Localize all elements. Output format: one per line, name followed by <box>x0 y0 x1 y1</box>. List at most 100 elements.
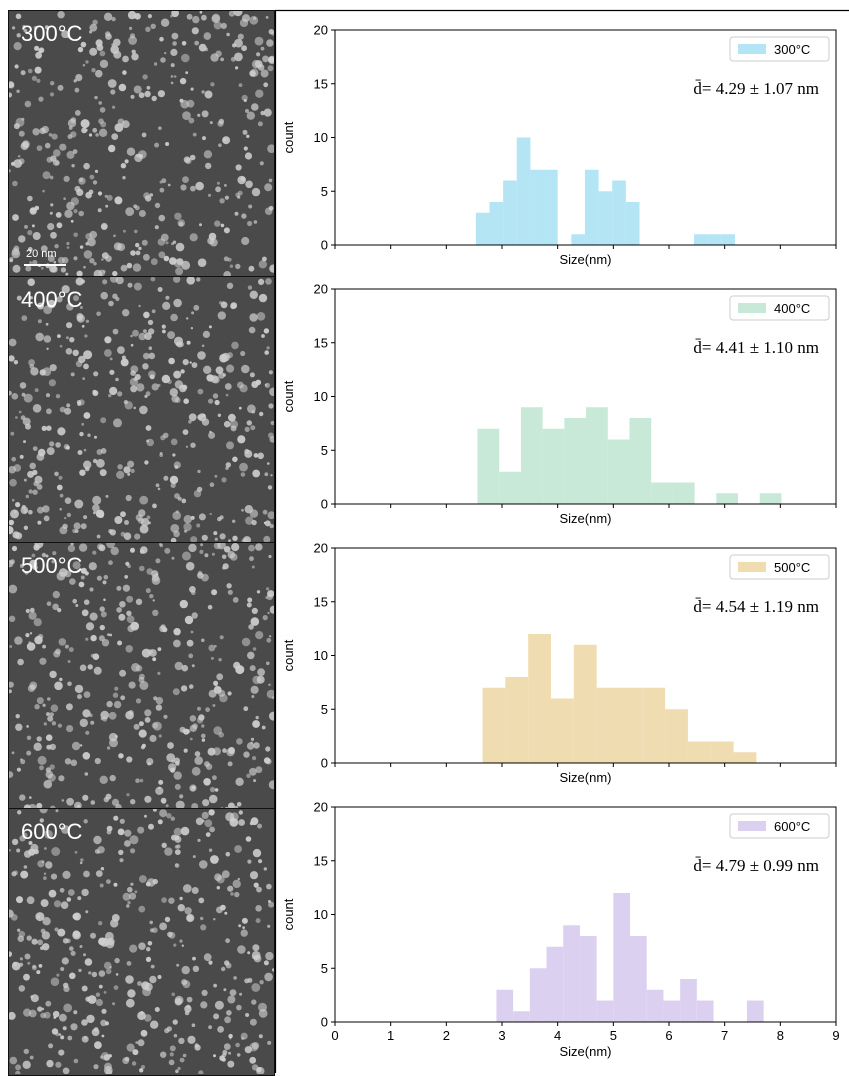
particles <box>9 543 274 809</box>
x-axis-label: Size(nm) <box>559 1044 611 1059</box>
histogram-bar <box>694 234 708 245</box>
histogram-bar <box>759 493 782 504</box>
histogram-bar <box>477 428 500 504</box>
histogram-bar <box>680 979 697 1022</box>
x-tick-label: 0 <box>331 1028 338 1043</box>
y-axis-label: count <box>281 898 296 930</box>
histogram-bar <box>710 741 734 763</box>
legend-label: 400°C <box>774 301 810 316</box>
histogram-bar <box>733 752 757 763</box>
histogram-bar <box>475 212 490 245</box>
histogram-bar <box>499 471 521 504</box>
legend-swatch <box>738 562 766 572</box>
micrograph-600: 600°C <box>8 808 275 1076</box>
histogram-bar <box>503 180 517 245</box>
legend-label: 300°C <box>774 42 810 57</box>
y-tick-label: 0 <box>321 497 328 512</box>
legend-swatch <box>738 303 766 313</box>
histogram-bar <box>596 1000 614 1022</box>
legend-swatch <box>738 44 766 54</box>
histogram-bar <box>607 439 630 504</box>
y-tick-label: 15 <box>314 335 328 350</box>
histogram-bar <box>513 1011 530 1022</box>
y-tick-label: 0 <box>321 1015 328 1030</box>
y-tick-label: 10 <box>314 130 328 145</box>
histogram-bar <box>625 202 640 245</box>
y-tick-label: 5 <box>321 961 328 976</box>
x-tick-label: 9 <box>832 1028 839 1043</box>
micrograph-500: 500°C <box>8 542 275 810</box>
y-tick-label: 5 <box>321 702 328 717</box>
histogram-bar <box>642 687 666 763</box>
histogram-bar <box>612 180 626 245</box>
particle-field <box>9 11 274 277</box>
micrograph-label: 500°C <box>21 553 83 578</box>
x-axis-label: Size(nm) <box>559 770 611 785</box>
histogram-bar <box>550 698 574 763</box>
histogram-bar <box>663 1000 681 1022</box>
histogram-bar <box>529 968 547 1022</box>
histogram-1: 0 5 10 15 20 Size(nm) count 400°C d̄= 4.41 ± 1.1… <box>281 282 837 526</box>
x-tick-label: 6 <box>665 1028 672 1043</box>
y-tick-label: 10 <box>314 907 328 922</box>
histogram-2: 0 5 10 15 20 Size(nm) count 500°C d̄= 4.54 ± 1.1… <box>281 541 837 785</box>
histogram-bar <box>520 407 543 504</box>
particles <box>9 809 274 1074</box>
histogram-bar <box>546 946 564 1022</box>
histogram-bar <box>584 169 599 245</box>
scale-bar-label: 20 nm <box>26 248 57 260</box>
micrograph-label: 600°C <box>21 819 83 844</box>
particle-field <box>9 809 274 1074</box>
particle-field <box>9 277 274 543</box>
histogram-bar <box>598 191 613 245</box>
legend-box <box>729 813 830 839</box>
histogram-bar <box>573 644 597 763</box>
y-tick-label: 0 <box>321 756 328 771</box>
legend-label: 600°C <box>774 819 810 834</box>
histogram-bar <box>646 989 664 1022</box>
y-tick-label: 0 <box>321 238 328 253</box>
histogram-bar <box>596 687 620 763</box>
micrograph-400: 400°C <box>8 276 275 544</box>
legend-box <box>729 36 830 62</box>
histogram-bar <box>542 428 565 504</box>
y-tick-label: 10 <box>314 389 328 404</box>
x-tick-label: 3 <box>498 1028 505 1043</box>
histogram-bar <box>629 418 652 504</box>
legend-box <box>729 554 830 580</box>
y-tick-label: 15 <box>314 853 328 868</box>
x-axis-label: Size(nm) <box>559 511 611 526</box>
x-tick-label: 1 <box>387 1028 394 1043</box>
histogram-bar <box>619 687 643 763</box>
histogram-bar <box>516 137 531 245</box>
y-tick-label: 20 <box>314 541 328 556</box>
x-tick-label: 4 <box>554 1028 561 1043</box>
histogram-bar <box>530 169 545 245</box>
y-axis-label: count <box>281 380 296 412</box>
histogram-bar <box>489 202 504 245</box>
histogram-bar <box>528 634 551 763</box>
mean-size-annotation: d̄= 4.41 ± 1.10 nm <box>693 338 819 357</box>
x-tick-label: 5 <box>610 1028 617 1043</box>
histogram-bar <box>579 936 597 1022</box>
histogram-bar <box>707 234 722 245</box>
micrograph-label: 300°C <box>21 21 83 46</box>
mean-size-annotation: d̄= 4.79 ± 0.99 nm <box>693 856 819 875</box>
histogram-bar <box>746 1000 764 1022</box>
histogram-bar <box>665 709 688 763</box>
x-tick-label: 2 <box>443 1028 450 1043</box>
histogram-bar <box>586 407 608 504</box>
histogram-bar <box>505 677 529 763</box>
histogram-bar <box>716 493 739 504</box>
micrograph-300: 300°C 20 nm <box>8 10 275 278</box>
micrograph-label: 400°C <box>21 287 83 312</box>
histogram-bar <box>672 482 695 504</box>
mean-size-annotation: d̄= 4.54 ± 1.19 nm <box>693 597 819 616</box>
histogram-3: 0 5 10 15 20 0 1 2 3 4 5 6 7 8 9 Size(nm) count 600°C d̄= … <box>281 800 840 1060</box>
histogram-bar <box>696 1000 714 1022</box>
scale-bar <box>24 264 66 266</box>
x-tick-label: 8 <box>777 1028 784 1043</box>
particles <box>9 11 274 277</box>
